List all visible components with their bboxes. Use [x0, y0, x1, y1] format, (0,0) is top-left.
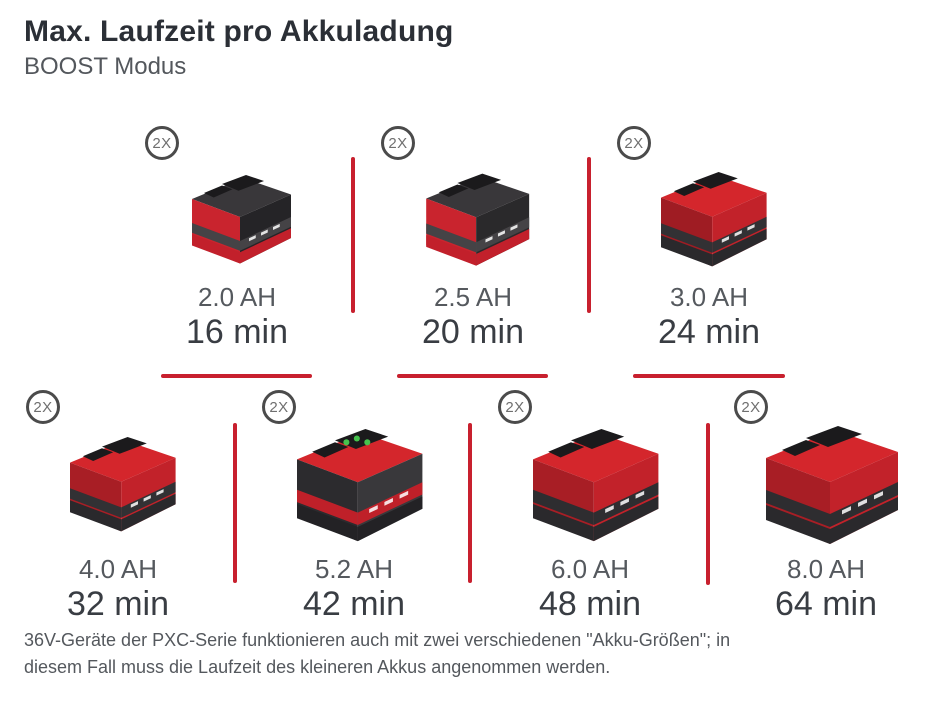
divider-horizontal — [633, 374, 785, 378]
battery-cell: 2X 3.0 AH 24 min — [591, 118, 827, 380]
battery-row-bottom: 2X 4.0 AH 32 min 2X 5.2 AH 42 min 2X 6.0… — [0, 384, 944, 630]
battery-icon — [162, 152, 312, 280]
runtime-label: 32 min — [66, 585, 170, 623]
capacity-label: 2.5 AH — [433, 282, 513, 312]
battery-cell: 2X 8.0 AH 64 min — [708, 384, 944, 630]
battery-icon — [395, 152, 551, 280]
divider-vertical — [468, 423, 472, 583]
battery-cell: 2X 6.0 AH 48 min — [472, 384, 708, 630]
battery-cell: 2X 5.2 AH 42 min — [236, 384, 472, 630]
quantity-badge: 2X — [617, 126, 651, 160]
battery-cell: 2X 4.0 AH 32 min — [0, 384, 236, 630]
quantity-badge: 2X — [498, 390, 532, 424]
header: Max. Laufzeit pro Akkuladung BOOST Modus — [24, 12, 454, 82]
divider-horizontal — [397, 374, 548, 378]
capacity-label: 4.0 AH — [78, 554, 158, 584]
divider-vertical — [587, 157, 591, 313]
battery-icon — [495, 410, 685, 552]
quantity-badge: 2X — [26, 390, 60, 424]
battery-icon — [629, 152, 789, 280]
quantity-badge: 2X — [734, 390, 768, 424]
battery-icon — [726, 410, 926, 552]
capacity-label: 3.0 AH — [669, 282, 749, 312]
footer-note-line: 36V-Geräte der PXC-Serie funktionieren a… — [24, 630, 731, 650]
footer-note: 36V-Geräte der PXC-Serie funktionieren a… — [24, 627, 924, 681]
battery-row-top: 2X 2.0 AH 16 min 2X 2.5 AH 20 min 2X 3.0… — [119, 118, 827, 380]
divider-vertical — [351, 157, 355, 313]
runtime-label: 16 min — [185, 313, 289, 351]
battery-icon — [259, 410, 449, 552]
runtime-label: 42 min — [302, 585, 406, 623]
page-title: Max. Laufzeit pro Akkuladung — [24, 15, 454, 48]
capacity-label: 2.0 AH — [197, 282, 277, 312]
runtime-label: 48 min — [538, 585, 642, 623]
divider-horizontal — [161, 374, 312, 378]
capacity-label: 6.0 AH — [550, 554, 630, 584]
divider-vertical — [706, 423, 710, 585]
battery-icon — [38, 410, 198, 552]
battery-cell: 2X 2.0 AH 16 min — [119, 118, 355, 380]
capacity-label: 8.0 AH — [786, 554, 866, 584]
quantity-badge: 2X — [381, 126, 415, 160]
quantity-badge: 2X — [145, 126, 179, 160]
runtime-label: 20 min — [421, 313, 525, 351]
page-subtitle: BOOST Modus — [24, 53, 187, 80]
capacity-label: 5.2 AH — [314, 554, 394, 584]
battery-cell: 2X 2.5 AH 20 min — [355, 118, 591, 380]
divider-vertical — [233, 423, 237, 583]
runtime-label: 64 min — [774, 585, 878, 623]
footer-note-line: diesem Fall muss die Laufzeit des kleine… — [24, 657, 611, 677]
quantity-badge: 2X — [262, 390, 296, 424]
runtime-label: 24 min — [657, 313, 761, 351]
